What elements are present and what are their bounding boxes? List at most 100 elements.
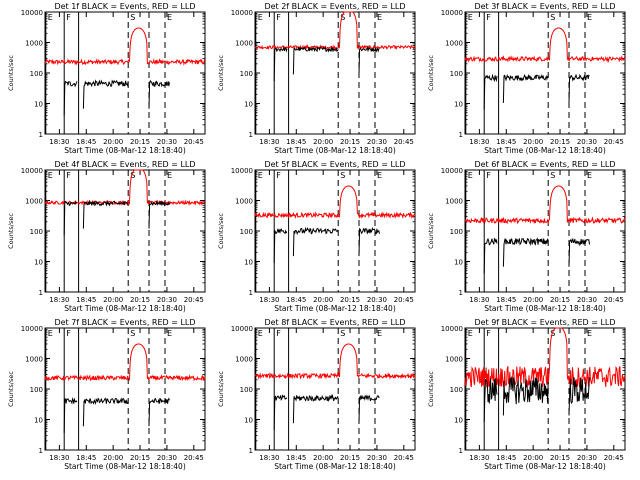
x-axis-label: Start Time (08-Mar-12 18:18:40)	[484, 304, 606, 313]
y-axis-label: Counts/sec	[217, 371, 225, 407]
x-tick-label: 18:45	[76, 296, 96, 304]
y-tick-label: 1000	[445, 198, 463, 206]
x-tick-label: 18:30	[259, 296, 279, 304]
panel-title: Det 1f BLACK = Events, RED = LLD	[54, 2, 195, 11]
series-events	[358, 394, 380, 424]
y-axis-label: Counts/sec	[7, 371, 15, 407]
y-tick-label: 1	[249, 289, 253, 297]
x-tick-label: 20:15	[550, 138, 570, 146]
event-marker-label: F	[486, 329, 491, 338]
x-tick-label: 20:00	[523, 296, 543, 304]
x-tick-label: 18:45	[496, 138, 516, 146]
x-tick-label: 20:30	[367, 454, 387, 462]
series-events	[273, 228, 288, 263]
series-events	[568, 237, 590, 267]
event-marker-label: E	[167, 13, 172, 22]
series-events	[273, 394, 288, 431]
x-tick-label: 20:30	[367, 138, 387, 146]
x-axis-label: Start Time (08-Mar-12 18:18:40)	[274, 304, 396, 313]
x-tick-label: 20:30	[577, 138, 597, 146]
plot-frame	[464, 169, 626, 293]
y-tick-label: 10000	[21, 167, 43, 175]
event-marker-label: E	[258, 171, 263, 180]
event-marker-label: E	[468, 13, 473, 22]
plot-frame	[464, 11, 626, 135]
y-axis-label: Counts/sec	[7, 213, 15, 249]
x-axis-label: Start Time (08-Mar-12 18:18:40)	[484, 462, 606, 471]
event-marker-label: E	[48, 171, 53, 180]
x-tick-label: 20:00	[103, 454, 123, 462]
series-events	[63, 80, 78, 116]
y-tick-label: 10000	[231, 167, 253, 175]
series-events	[358, 46, 380, 75]
event-marker-label: E	[587, 171, 592, 180]
y-tick-label: 1000	[235, 356, 253, 364]
plot-frame	[254, 327, 416, 451]
event-marker-label: F	[66, 329, 71, 338]
event-marker-label: S	[130, 171, 135, 180]
event-marker-label: E	[587, 13, 592, 22]
y-tick-label: 100	[450, 70, 463, 78]
series-events	[148, 397, 170, 427]
panel-5: Det 5f BLACK = Events, RED = LLD 1 10 100 10…	[217, 160, 416, 313]
panel-4: Det 4f BLACK = Events, RED = LLD 1 10 100 10…	[7, 160, 206, 313]
x-tick-label: 18:30	[259, 138, 279, 146]
panel-title: Det 3f BLACK = Events, RED = LLD	[474, 2, 615, 11]
y-tick-label: 1	[249, 131, 253, 139]
y-tick-label: 10	[454, 417, 463, 425]
series-events	[568, 377, 590, 416]
series-events	[502, 376, 549, 416]
panel-1: Det 1f BLACK = Events, RED = LLD 1 10 100 10…	[7, 2, 206, 155]
x-tick-label: 18:45	[76, 454, 96, 462]
x-tick-label: 20:30	[157, 454, 177, 462]
y-tick-label: 10	[244, 417, 253, 425]
x-tick-label: 18:45	[496, 296, 516, 304]
event-marker-label: S	[130, 13, 135, 22]
y-tick-label: 10	[34, 259, 43, 267]
y-tick-label: 100	[450, 228, 463, 236]
x-tick-label: 20:15	[130, 454, 150, 462]
series-events	[273, 45, 288, 82]
x-axis-label: Start Time (08-Mar-12 18:18:40)	[64, 146, 186, 155]
y-tick-label: 10000	[231, 9, 253, 17]
y-tick-label: 100	[240, 386, 253, 394]
event-marker-label: E	[468, 171, 473, 180]
x-tick-label: 20:45	[184, 138, 204, 146]
x-tick-label: 20:45	[184, 296, 204, 304]
event-marker-label: S	[340, 329, 345, 338]
series-events	[502, 237, 549, 267]
event-marker-label: E	[48, 329, 53, 338]
plot-frame	[44, 169, 206, 293]
series-events	[82, 199, 129, 229]
y-tick-label: 1	[39, 131, 43, 139]
series-events	[292, 45, 339, 75]
event-marker-label: S	[340, 13, 345, 22]
y-axis-label: Counts/sec	[7, 55, 15, 91]
x-tick-label: 20:45	[604, 296, 624, 304]
series-lld	[44, 27, 206, 66]
x-tick-label: 18:30	[469, 454, 489, 462]
x-tick-label: 18:30	[49, 138, 69, 146]
x-tick-label: 20:00	[313, 138, 333, 146]
series-lld	[464, 185, 626, 225]
x-tick-label: 20:00	[313, 454, 333, 462]
y-tick-label: 100	[450, 386, 463, 394]
panel-3: Det 3f BLACK = Events, RED = LLD 1 10 100 10…	[427, 2, 626, 155]
event-marker-label: S	[550, 13, 555, 22]
x-tick-label: 20:30	[157, 138, 177, 146]
event-marker-label: F	[486, 13, 491, 22]
x-tick-label: 20:45	[394, 454, 414, 462]
event-marker-label: F	[276, 329, 281, 338]
x-tick-label: 20:15	[340, 138, 360, 146]
y-tick-label: 1000	[25, 356, 43, 364]
y-tick-label: 10	[34, 101, 43, 109]
y-tick-label: 100	[30, 70, 43, 78]
event-marker-label: E	[167, 329, 172, 338]
event-marker-label: E	[377, 329, 382, 338]
y-tick-label: 1000	[235, 198, 253, 206]
x-axis-label: Start Time (08-Mar-12 18:18:40)	[64, 304, 186, 313]
series-events	[502, 73, 549, 103]
event-marker-label: E	[167, 171, 172, 180]
x-tick-label: 20:30	[157, 296, 177, 304]
event-marker-label: E	[587, 329, 592, 338]
